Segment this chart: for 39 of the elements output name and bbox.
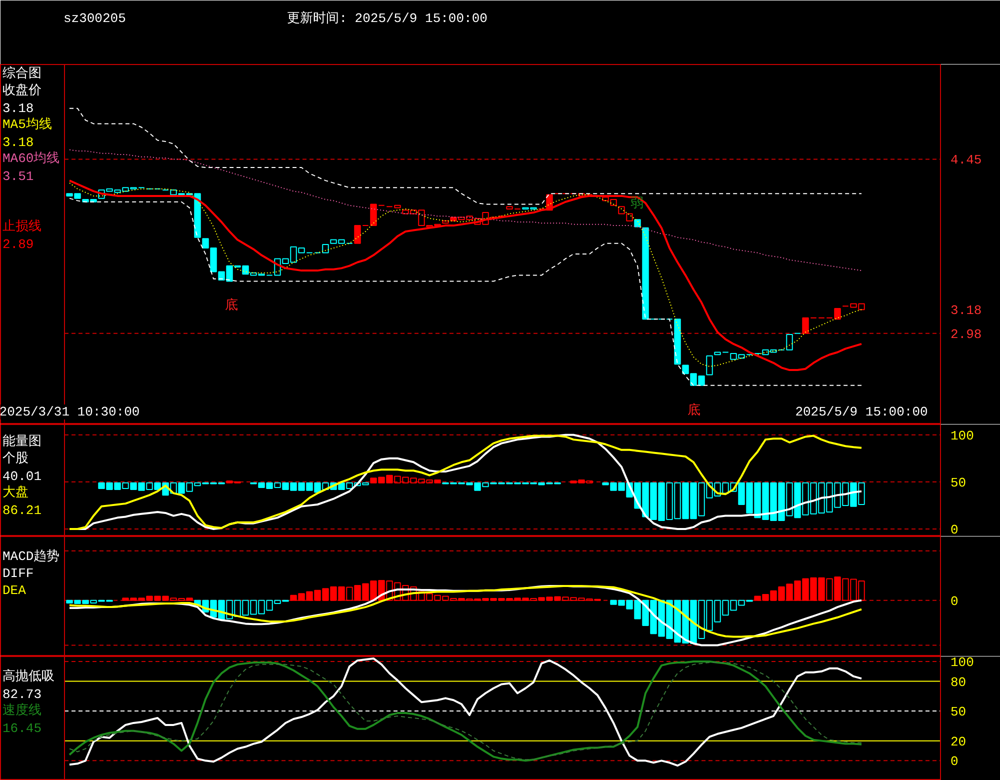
- y-tick-label: 100: [950, 654, 974, 670]
- y-tick-label: 3.18: [950, 303, 982, 318]
- annotation: 底: [224, 298, 238, 314]
- text: 2.89: [2, 237, 34, 252]
- text: 3.18: [2, 135, 34, 150]
- text: 个股: [2, 451, 28, 466]
- y-tick-label: 0: [950, 522, 958, 538]
- y-tick-label: 0: [950, 754, 958, 770]
- text: 速度线: [2, 702, 42, 718]
- chart-title: MACD趋势: [2, 549, 60, 564]
- y-tick-label: 20: [950, 734, 966, 750]
- y-tick-label: 4.45: [950, 152, 982, 168]
- text: DIFF: [2, 566, 34, 581]
- annotation: 弱: [630, 196, 644, 211]
- series-label: MA60均线: [2, 151, 60, 166]
- x-tick-label: 2025/3/31 10:30:00: [0, 404, 140, 420]
- text: 3.18: [2, 101, 34, 116]
- text: 16.45: [2, 721, 42, 736]
- text: 能量图: [2, 434, 42, 449]
- text: 86.21: [2, 503, 42, 518]
- y-tick-label: 2.98: [950, 326, 982, 342]
- text: 更新时间: 2025/5/9 15:00:00: [287, 11, 488, 26]
- annotation: 底: [688, 402, 701, 418]
- text: 82.73: [2, 687, 42, 702]
- text: 40.01: [2, 469, 42, 484]
- text: DEA: [2, 583, 26, 598]
- text: 大盘: [2, 485, 28, 500]
- text: MA5均线: [2, 117, 52, 132]
- y-tick-label: 50: [950, 475, 966, 490]
- text: 止损线: [2, 219, 42, 234]
- y-tick-label: 100: [950, 428, 974, 444]
- text: 收盘价: [2, 83, 42, 98]
- x-tick-label: 2025/5/9 15:00:00: [795, 404, 928, 420]
- text: 高抛低吸: [2, 668, 54, 684]
- y-tick-label: 80: [950, 674, 966, 690]
- text: sz300205: [63, 11, 126, 26]
- y-tick-label: 50: [950, 704, 966, 720]
- chart-title: 综合图: [2, 66, 42, 81]
- text: 3.51: [2, 169, 34, 184]
